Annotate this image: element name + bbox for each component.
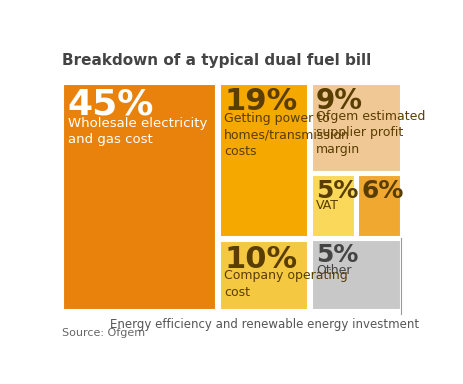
Bar: [219, 241, 307, 310]
Bar: [219, 84, 307, 237]
Text: Breakdown of a typical dual fuel bill: Breakdown of a typical dual fuel bill: [62, 53, 371, 68]
Bar: [311, 240, 400, 310]
Bar: [311, 175, 355, 237]
Text: Wholesale electricity
and gas cost: Wholesale electricity and gas cost: [68, 116, 206, 146]
Text: 5%: 5%: [315, 243, 357, 267]
Bar: [63, 84, 216, 310]
Text: 45%: 45%: [68, 88, 154, 121]
Text: VAT: VAT: [315, 199, 338, 212]
Text: Other: Other: [315, 263, 351, 276]
Text: 10%: 10%: [224, 245, 297, 273]
Text: Energy efficiency and renewable energy investment: Energy efficiency and renewable energy i…: [110, 318, 419, 331]
Text: 5%: 5%: [315, 179, 357, 202]
Text: 9%: 9%: [315, 88, 362, 116]
Text: Source: Ofgem: Source: Ofgem: [62, 328, 145, 338]
Bar: [357, 175, 400, 237]
Bar: [311, 84, 400, 172]
Text: Company operating
cost: Company operating cost: [224, 269, 347, 299]
Text: 19%: 19%: [224, 88, 297, 116]
Text: Getting power to
homes/transmission
costs: Getting power to homes/transmission cost…: [224, 112, 349, 158]
Text: Ofgem estimated
supplier profit
margin: Ofgem estimated supplier profit margin: [315, 110, 425, 156]
Text: 6%: 6%: [361, 179, 403, 202]
